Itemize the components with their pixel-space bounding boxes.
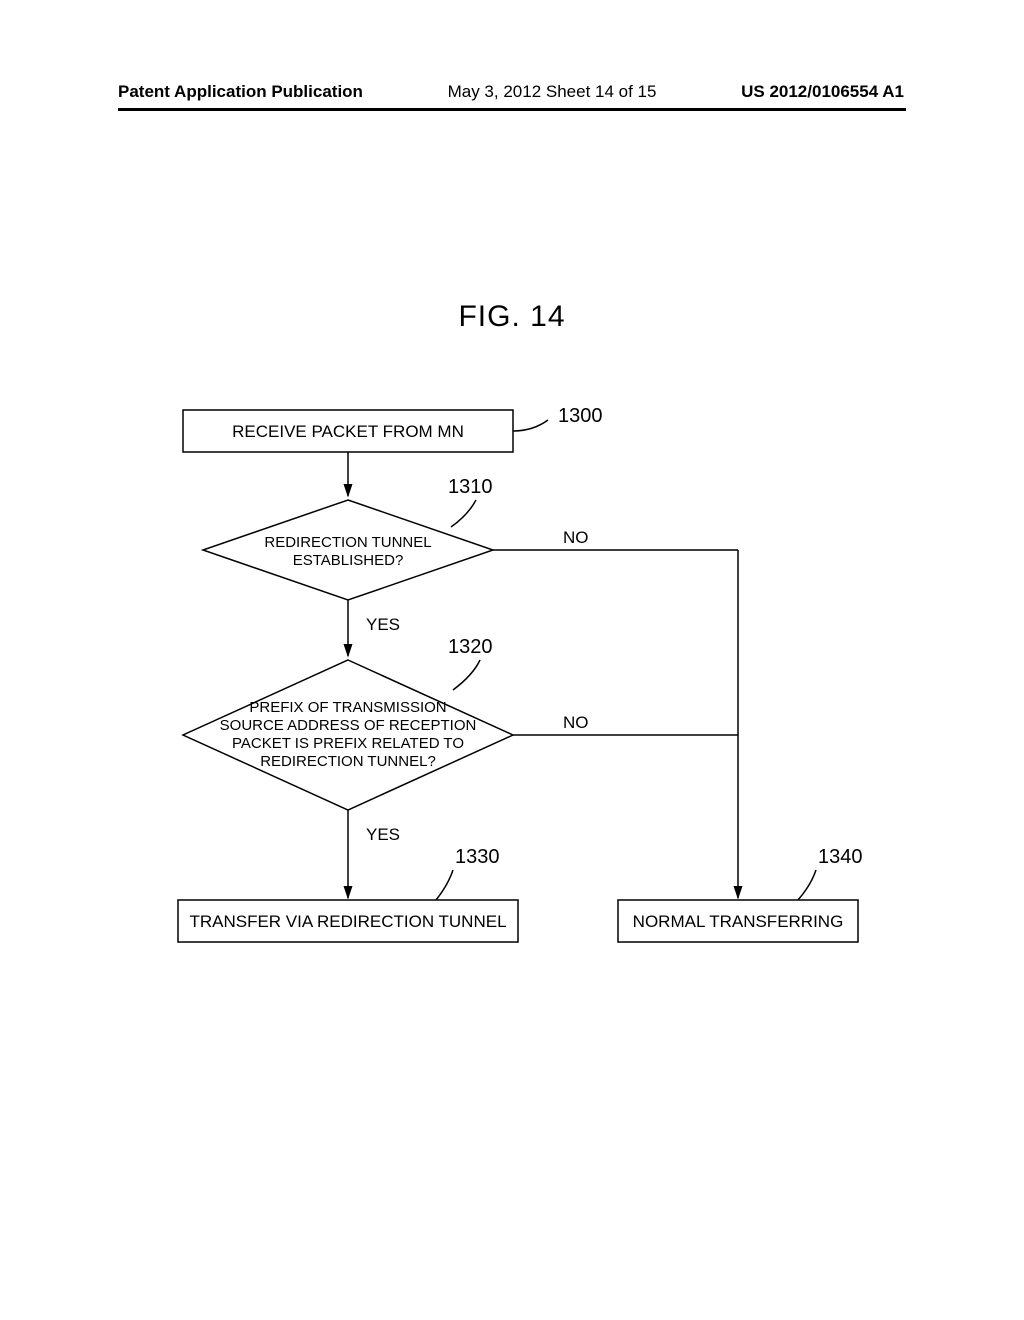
svg-text:ESTABLISHED?: ESTABLISHED? [293, 552, 404, 569]
ref-1320: 1320 [448, 636, 493, 690]
svg-text:YES: YES [366, 825, 400, 844]
svg-text:TRANSFER VIA REDIRECTION TUNNE: TRANSFER VIA REDIRECTION TUNNEL [189, 912, 506, 931]
header-publication: Patent Application Publication [118, 82, 363, 102]
ref-1310: 1310 [448, 476, 493, 527]
node-receive-packet: RECEIVE PACKET FROM MN [183, 410, 513, 452]
node-redirection-established: REDIRECTION TUNNEL ESTABLISHED? [203, 500, 493, 600]
figure-title: FIG. 14 [458, 300, 565, 334]
svg-text:1340: 1340 [818, 846, 863, 868]
edge-1310-no: NO [493, 528, 738, 898]
ref-1300: 1300 [513, 405, 603, 431]
svg-text:1310: 1310 [448, 476, 493, 498]
svg-text:YES: YES [366, 615, 400, 634]
svg-text:1330: 1330 [455, 846, 500, 868]
svg-text:NORMAL TRANSFERRING: NORMAL TRANSFERRING [633, 912, 844, 931]
flowchart: RECEIVE PACKET FROM MN 1300 1310 REDIREC… [118, 400, 906, 960]
svg-text:SOURCE ADDRESS OF RECEPTION: SOURCE ADDRESS OF RECEPTION [220, 717, 477, 734]
svg-text:RECEIVE PACKET FROM MN: RECEIVE PACKET FROM MN [232, 422, 464, 441]
edge-1310-yes: YES [348, 600, 400, 656]
node-normal-transferring: NORMAL TRANSFERRING [618, 900, 858, 942]
edge-1320-no: NO [513, 713, 738, 735]
svg-text:NO: NO [563, 713, 589, 732]
header-rule [118, 108, 906, 111]
header-date-sheet: May 3, 2012 Sheet 14 of 15 [448, 82, 657, 102]
svg-text:PREFIX OF TRANSMISSION: PREFIX OF TRANSMISSION [249, 699, 446, 716]
node-prefix-check: PREFIX OF TRANSMISSION SOURCE ADDRESS OF… [183, 660, 513, 810]
svg-text:REDIRECTION TUNNEL?: REDIRECTION TUNNEL? [260, 753, 436, 770]
svg-text:1300: 1300 [558, 405, 603, 427]
ref-1340: 1340 [798, 846, 863, 900]
page-header: Patent Application Publication May 3, 20… [0, 82, 1024, 102]
svg-text:REDIRECTION TUNNEL: REDIRECTION TUNNEL [264, 534, 431, 551]
svg-text:PACKET IS PREFIX RELATED TO: PACKET IS PREFIX RELATED TO [232, 735, 464, 752]
ref-1330: 1330 [436, 846, 500, 900]
header-docket: US 2012/0106554 A1 [741, 82, 904, 102]
node-transfer-redirection: TRANSFER VIA REDIRECTION TUNNEL [178, 900, 518, 942]
svg-text:1320: 1320 [448, 636, 493, 658]
edge-1320-yes: YES [348, 810, 400, 898]
svg-text:NO: NO [563, 528, 589, 547]
